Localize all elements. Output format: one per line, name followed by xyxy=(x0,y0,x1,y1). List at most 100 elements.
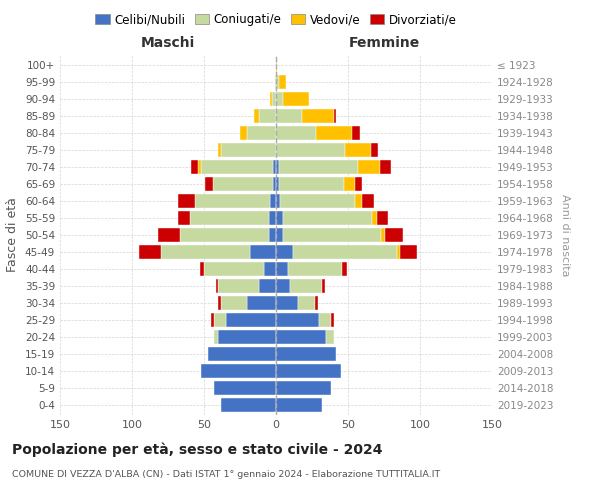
Text: Maschi: Maschi xyxy=(141,36,195,50)
Bar xyxy=(221,144,276,157)
Bar xyxy=(355,194,362,208)
Bar xyxy=(240,126,247,140)
Bar xyxy=(204,262,265,276)
Bar xyxy=(276,347,337,360)
Bar xyxy=(400,245,417,259)
Bar xyxy=(276,381,331,394)
Bar xyxy=(273,160,276,174)
Bar xyxy=(358,160,380,174)
Y-axis label: Fasce di età: Fasce di età xyxy=(7,198,19,272)
Bar xyxy=(212,178,273,191)
Bar xyxy=(280,194,355,208)
Bar xyxy=(265,262,276,276)
Bar xyxy=(218,296,221,310)
Bar xyxy=(276,92,283,106)
Bar xyxy=(259,110,276,123)
Bar xyxy=(215,279,218,292)
Bar xyxy=(250,245,276,259)
Bar xyxy=(276,194,280,208)
Bar xyxy=(362,194,374,208)
Bar xyxy=(385,228,403,242)
Bar xyxy=(208,347,276,360)
Bar xyxy=(276,178,279,191)
Bar xyxy=(158,228,179,242)
Bar xyxy=(179,228,269,242)
Bar xyxy=(331,313,334,326)
Bar xyxy=(247,296,276,310)
Bar xyxy=(276,211,283,225)
Bar xyxy=(218,279,259,292)
Bar xyxy=(322,279,325,292)
Bar xyxy=(279,178,344,191)
Bar xyxy=(196,194,270,208)
Bar xyxy=(201,364,276,378)
Bar xyxy=(276,398,322,411)
Bar xyxy=(283,211,373,225)
Bar xyxy=(178,211,190,225)
Bar xyxy=(276,330,326,344)
Bar xyxy=(276,364,341,378)
Bar xyxy=(276,279,290,292)
Bar xyxy=(218,330,276,344)
Bar xyxy=(279,160,358,174)
Bar xyxy=(276,144,345,157)
Bar xyxy=(344,178,355,191)
Bar xyxy=(355,178,362,191)
Bar xyxy=(276,126,316,140)
Text: Popolazione per età, sesso e stato civile - 2024: Popolazione per età, sesso e stato civil… xyxy=(12,442,383,457)
Bar xyxy=(319,313,331,326)
Bar xyxy=(221,398,276,411)
Bar xyxy=(283,92,309,106)
Bar xyxy=(211,313,214,326)
Bar xyxy=(161,245,250,259)
Bar xyxy=(371,144,378,157)
Bar xyxy=(221,296,247,310)
Bar xyxy=(352,126,359,140)
Bar xyxy=(276,296,298,310)
Bar xyxy=(272,92,276,106)
Y-axis label: Anni di nascita: Anni di nascita xyxy=(560,194,570,276)
Bar xyxy=(205,178,212,191)
Bar xyxy=(276,58,277,72)
Bar xyxy=(381,228,385,242)
Bar xyxy=(218,144,221,157)
Bar xyxy=(316,126,352,140)
Bar xyxy=(201,160,273,174)
Bar xyxy=(254,110,259,123)
Bar xyxy=(397,245,400,259)
Bar xyxy=(139,245,161,259)
Bar xyxy=(276,228,283,242)
Legend: Celibi/Nubili, Coniugati/e, Vedovi/e, Divorziati/e: Celibi/Nubili, Coniugati/e, Vedovi/e, Di… xyxy=(91,8,461,31)
Bar xyxy=(334,110,337,123)
Bar xyxy=(276,245,293,259)
Text: Femmine: Femmine xyxy=(349,36,419,50)
Bar xyxy=(214,313,226,326)
Bar xyxy=(302,110,334,123)
Bar xyxy=(293,245,397,259)
Bar xyxy=(270,92,272,106)
Bar xyxy=(290,279,322,292)
Text: COMUNE DI VEZZA D'ALBA (CN) - Dati ISTAT 1° gennaio 2024 - Elaborazione TUTTITAL: COMUNE DI VEZZA D'ALBA (CN) - Dati ISTAT… xyxy=(12,470,440,479)
Bar xyxy=(377,211,388,225)
Bar xyxy=(259,279,276,292)
Bar xyxy=(276,262,287,276)
Bar xyxy=(247,126,276,140)
Bar xyxy=(270,194,276,208)
Bar xyxy=(226,313,276,326)
Bar xyxy=(200,262,204,276)
Bar xyxy=(275,76,276,89)
Bar xyxy=(273,178,276,191)
Bar xyxy=(287,262,342,276)
Bar xyxy=(214,330,218,344)
Bar xyxy=(298,296,315,310)
Bar xyxy=(276,110,302,123)
Bar xyxy=(269,211,276,225)
Bar xyxy=(342,262,347,276)
Bar xyxy=(326,330,334,344)
Bar xyxy=(345,144,371,157)
Bar xyxy=(276,160,279,174)
Bar xyxy=(191,160,198,174)
Bar xyxy=(269,228,276,242)
Bar xyxy=(276,76,279,89)
Bar xyxy=(373,211,377,225)
